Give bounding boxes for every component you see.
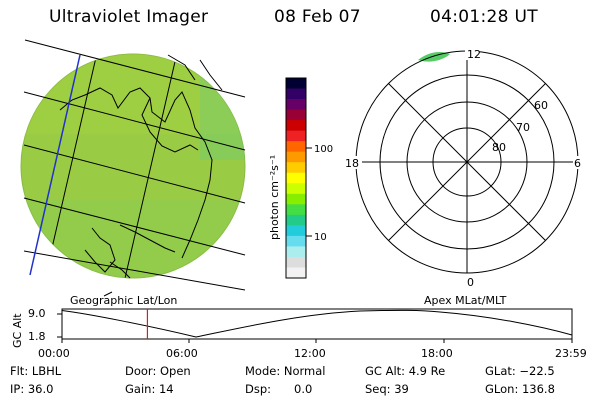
altitude-ylabel: GC Alt (11, 313, 24, 348)
info-door: Door: Open (125, 364, 191, 378)
colorbar-cell (286, 204, 306, 216)
mlt-label-6: 6 (574, 157, 581, 170)
colorbar-label: photon cm⁻²s⁻¹ (268, 155, 281, 240)
altitude-xtick: 00:00 (38, 347, 70, 360)
meridian-line (29, 54, 81, 276)
altitude-plot: GC Alt 9.0 1.8 00:00 06:00 12:00 18:00 2… (11, 307, 587, 360)
altitude-xtick: 18:00 (421, 347, 453, 360)
info-gc-alt: GC Alt: 4.9 Re (365, 364, 446, 378)
colorbar-cell (286, 130, 306, 142)
geo-map-label: Geographic Lat/Lon (70, 294, 178, 307)
colorbar-cell (286, 151, 306, 163)
lat-label-80: 80 (492, 141, 506, 154)
altitude-ytick: 9.0 (28, 307, 46, 320)
colorbar-cell (286, 193, 306, 205)
lat-label-70: 70 (516, 121, 530, 134)
info-glon: GLon: 136.8 (485, 382, 555, 396)
coastline (59, 54, 223, 279)
latlon-grid (23, 39, 246, 291)
colorbar-tick: 10 (314, 232, 327, 243)
colorbar-cell (286, 88, 306, 100)
instrument-title: Ultraviolet Imager (49, 7, 209, 27)
polar-plot: 12 18 6 0 60 70 80 (344, 47, 583, 289)
info-filter: Flt: LBHL (10, 364, 62, 378)
observation-date: 08 Feb 07 (274, 7, 361, 27)
colorbar-cell (286, 99, 306, 111)
mlt-label-18: 18 (345, 157, 359, 170)
colorbar-cell (286, 267, 306, 279)
geographic-map (20, 39, 246, 297)
colorbar-cell (286, 141, 306, 153)
info-gain: Gain: 14 (125, 382, 174, 396)
altitude-xtick: 23:59 (555, 347, 587, 360)
colorbar: 100 10 photon cm⁻²s⁻¹ (268, 77, 333, 279)
altitude-ytick: 1.8 (28, 330, 46, 343)
colorbar-cell (286, 246, 306, 258)
colorbar-cell (286, 120, 306, 132)
mlt-label-12: 12 (467, 48, 481, 61)
colorbar-cell (286, 225, 306, 237)
info-mode: Mode: Normal (245, 364, 326, 378)
colorbar-cell (286, 109, 306, 121)
mlt-label-0: 0 (467, 276, 474, 289)
colorbar-tick: 100 (314, 144, 333, 155)
mlt-diagonal (388, 83, 546, 241)
colorbar-cell (286, 214, 306, 226)
altitude-xtick: 12:00 (294, 347, 326, 360)
colorbar-cell (286, 78, 306, 90)
info-seq: Seq: 39 (365, 382, 409, 396)
colorbar-cell (286, 235, 306, 247)
colorbar-cell (286, 256, 306, 268)
info-dsp-label: Dsp: (245, 382, 272, 396)
altitude-xtick: 06:00 (166, 347, 198, 360)
observation-time: 04:01:28 UT (430, 7, 538, 27)
info-ip: IP: 36.0 (10, 382, 54, 396)
globe-disc (20, 53, 246, 279)
polar-plot-label: Apex MLat/MLT (424, 294, 507, 307)
colorbar-cell (286, 172, 306, 184)
colorbar-cell (286, 162, 306, 174)
info-glat: GLat: −22.5 (485, 364, 555, 378)
info-dsp-value: 0.0 (294, 382, 313, 396)
colorbar-cell (286, 183, 306, 195)
lat-label-60: 60 (534, 99, 548, 112)
